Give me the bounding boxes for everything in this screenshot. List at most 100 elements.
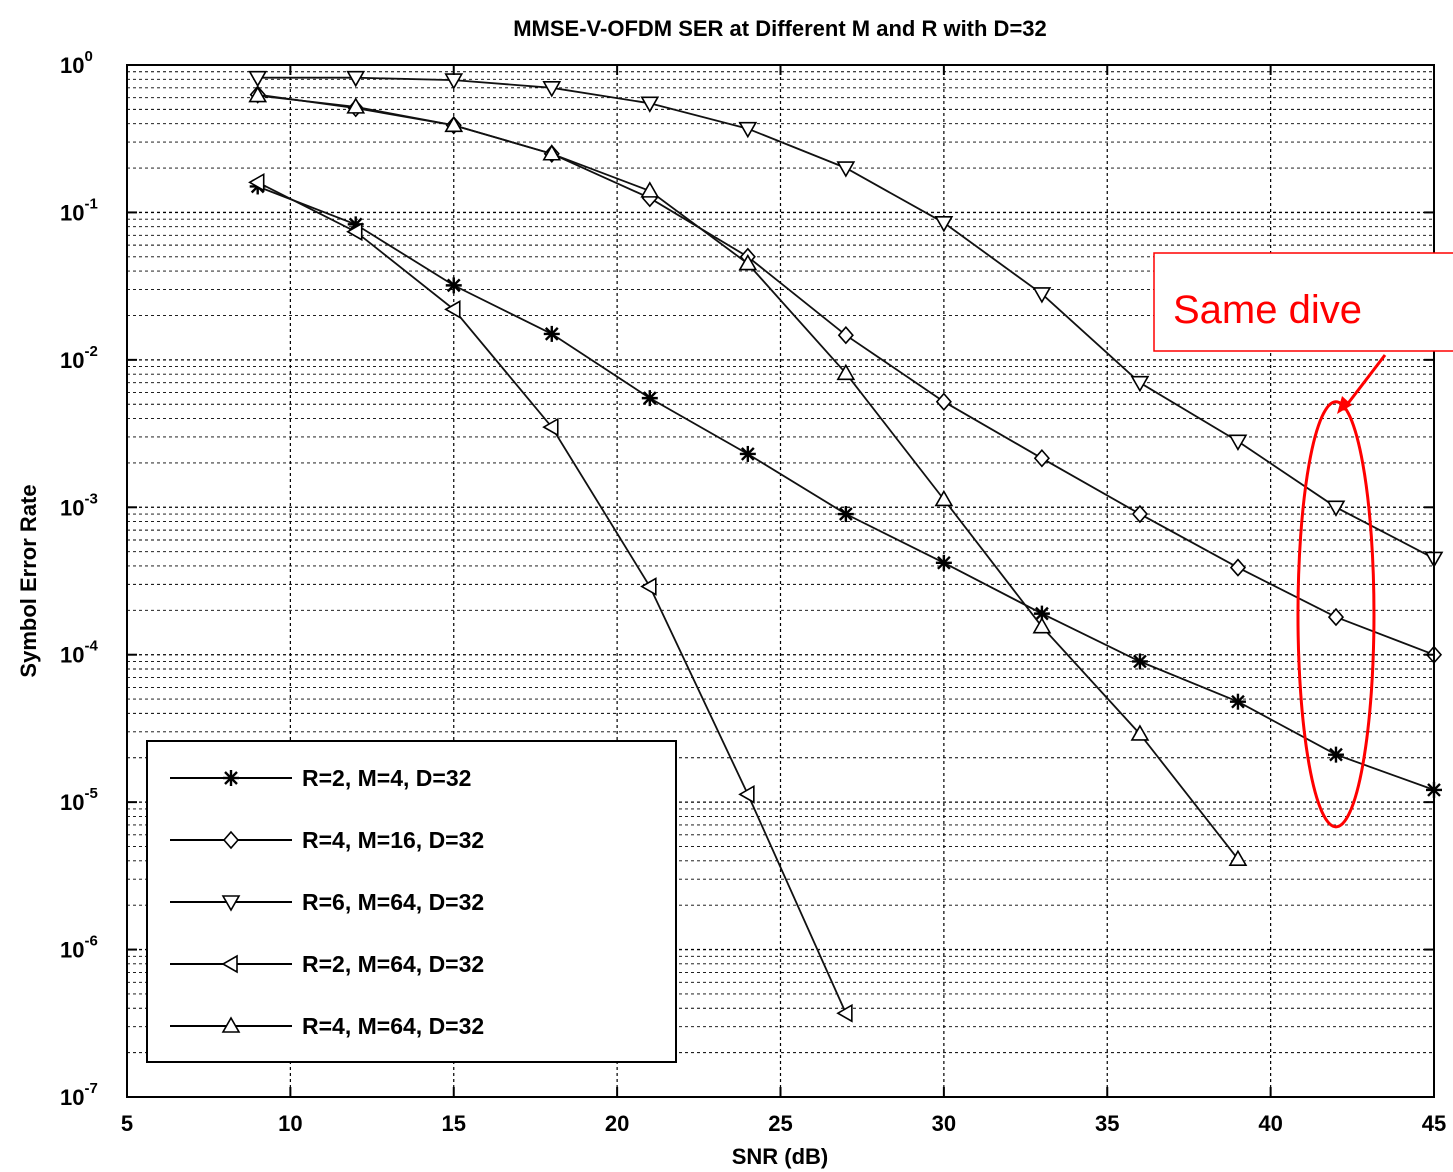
marker-star [543,325,560,342]
y-tick-exponent: -4 [84,638,98,655]
annotation-text: Same dive [1173,288,1362,332]
marker-triangle-down [346,70,366,88]
marker-diamond [1131,504,1148,524]
x-tick-label: 45 [1422,1111,1446,1136]
marker-diamond [1327,607,1345,627]
marker-star-stroke [544,327,559,341]
marker-diamond [1229,558,1247,577]
chart-title: MMSE-V-OFDM SER at Different M and R wit… [513,16,1047,41]
marker-triangle-up [542,144,562,161]
y-tick-base: 10 [60,790,84,815]
marker-triangle-down [934,216,954,233]
y-tick-label: 10-4 [60,638,98,668]
marker-triangle-up [1228,849,1248,867]
marker-triangle-down [1130,375,1150,393]
x-tick-label: 35 [1095,1111,1119,1136]
y-tick-label: 10-3 [60,490,98,520]
marker-star [223,770,239,786]
series-4 [248,172,853,1023]
marker-triangle-left [444,299,461,319]
marker-star [935,554,952,571]
y-tick-exponent: -1 [84,195,97,212]
y-tick-label: 10-2 [60,343,98,373]
y-tick-exponent: -7 [84,1080,97,1097]
marker-triangle-down [1228,434,1248,451]
marker-star-stroke [348,217,363,232]
annotation-arrow [1341,354,1387,411]
annotation-ellipse [1296,400,1376,829]
y-tick-base: 10 [60,938,84,963]
marker-star-stroke [224,771,238,785]
annotation: Same dive [1153,252,1453,829]
y-tick-label: 10-6 [60,933,98,963]
marker-star [641,390,658,407]
x-tick-label: 40 [1258,1111,1282,1136]
x-tick-label: 15 [442,1111,466,1136]
marker-star [739,445,756,462]
marker-triangle-down [640,96,660,113]
marker-star-stroke [642,391,657,405]
y-tick-base: 10 [60,53,84,78]
series-group [248,70,1444,1023]
marker-diamond [222,830,240,850]
y-tick-base: 10 [60,348,84,373]
marker-triangle-down [738,121,758,139]
series-1 [249,178,1442,798]
x-tick-label: 20 [605,1111,629,1136]
marker-star-stroke [1231,694,1245,709]
marker-star-stroke [446,278,461,293]
marker-triangle-up [1130,724,1150,741]
series-3 [248,70,1444,569]
marker-triangle-left [346,222,363,242]
y-tick-base: 10 [60,643,84,668]
marker-triangle-up [934,489,954,507]
legend-item-4: R=2, M=64, D=32 [170,951,484,977]
annotation-box [1153,252,1453,352]
marker-triangle-up [738,253,758,271]
y-tick-label: 10-7 [60,1080,98,1110]
marker-triangle-left [640,577,657,596]
y-tick-base: 10 [60,200,84,225]
marker-diamond [837,325,854,345]
y-tick-exponent: 0 [84,48,92,65]
marker-star-stroke [740,447,755,461]
y-tick-label: 10-1 [60,195,98,225]
marker-triangle-up [1032,617,1052,634]
y-tick-label: 10-5 [60,785,98,815]
x-tick-label: 5 [121,1111,133,1136]
marker-triangle-left [836,1003,853,1023]
marker-triangle-left [221,954,238,974]
marker-diamond [935,392,952,411]
series-5 [248,85,1248,867]
x-tick-label: 25 [768,1111,792,1136]
marker-triangle-down [836,161,856,178]
x-tick-label: 30 [932,1111,956,1136]
marker-triangle-down [221,895,241,912]
y-tick-base: 10 [60,495,84,520]
marker-triangle-down [1032,287,1052,304]
y-tick-exponent: -2 [84,343,97,360]
x-tick-label: 10 [278,1111,302,1136]
legend: R=2, M=4, D=32 R=4, M=16, D=32 R=6, M=64, … [146,740,677,1063]
marker-triangle-left [738,784,755,804]
y-tick-label: 100 [60,48,93,78]
marker-star [837,506,854,523]
annotation-arrowhead [1337,396,1352,414]
marker-star [445,277,462,294]
legend-label: R=4, M=64, D=32 [302,1013,484,1039]
x-axis-label: SNR (dB) [732,1144,829,1169]
legend-label: R=6, M=64, D=32 [302,889,484,915]
legend-label: R=2, M=4, D=32 [302,765,471,791]
marker-triangle-left [248,172,265,192]
legend-item-1: R=2, M=4, D=32 [170,765,471,791]
marker-star [1229,693,1246,710]
marker-star-stroke [1035,606,1049,621]
marker-triangle-up [836,363,856,381]
y-tick-exponent: -6 [84,933,97,950]
legend-label: R=2, M=64, D=32 [302,951,484,977]
marker-diamond [1033,449,1050,468]
marker-triangle-down [248,70,268,88]
marker-star-stroke [937,555,951,570]
y-tick-exponent: -3 [84,490,97,507]
